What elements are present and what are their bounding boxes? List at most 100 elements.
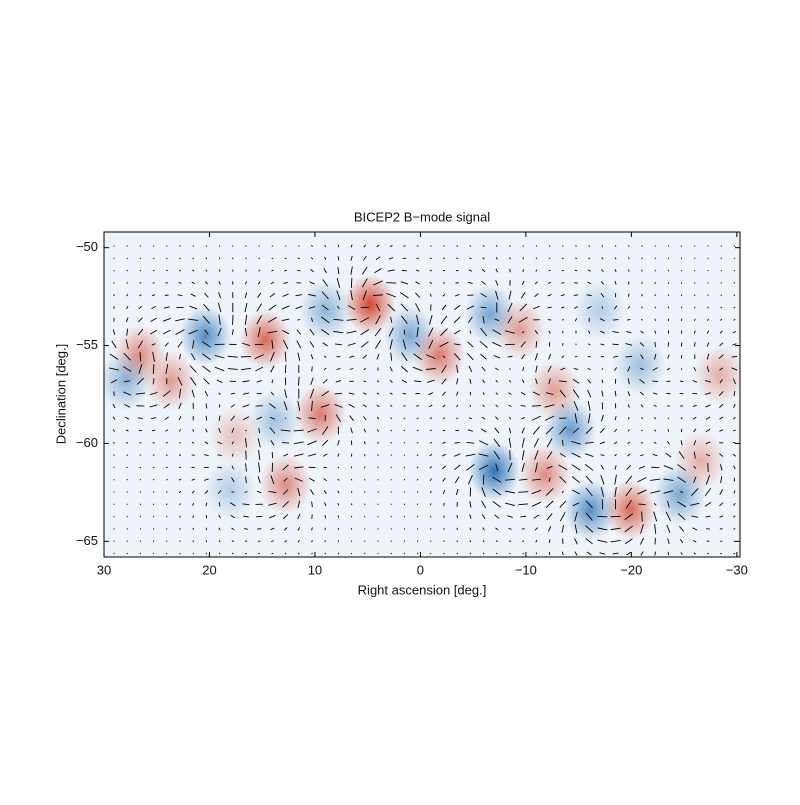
polarization-vector (285, 418, 286, 419)
polarization-vector (127, 258, 128, 259)
polarization-vector (708, 258, 709, 259)
polarization-vector (153, 516, 154, 517)
polarization-vector (231, 492, 234, 493)
polarization-vector (548, 320, 552, 321)
polarization-vector (417, 418, 419, 419)
polarization-vector (733, 529, 735, 530)
polarization-vector (613, 320, 618, 321)
polarization-vector (443, 430, 446, 431)
signal-blob (574, 280, 626, 340)
polarization-vector (431, 503, 432, 505)
polarization-vector (219, 416, 220, 421)
polarization-vector (444, 503, 445, 506)
polarization-vector (312, 553, 313, 554)
polarization-vector (153, 479, 154, 480)
polarization-vector (114, 467, 115, 468)
polarization-vector (127, 467, 128, 468)
polarization-vector (732, 356, 737, 357)
polarization-vector (721, 258, 722, 259)
polarization-vector (404, 479, 405, 480)
polarization-vector (325, 245, 326, 247)
x-tick-label: 10 (308, 562, 322, 577)
signal-blob (239, 310, 291, 370)
polarization-vector (721, 282, 722, 283)
polarization-vector (523, 553, 524, 554)
polarization-vector (667, 406, 670, 407)
polarization-vector (193, 246, 194, 247)
polarization-vector (404, 491, 405, 492)
polarization-vector (601, 455, 605, 456)
polarization-vector (510, 257, 511, 259)
polarization-vector (127, 504, 128, 505)
chart-title: BICEP2 B−mode signal (354, 209, 490, 224)
y-tick-label: −50 (76, 239, 98, 254)
x-tick-label: 30 (97, 562, 111, 577)
polarization-vector (559, 418, 566, 419)
polarization-vector (549, 258, 550, 259)
polarization-vector (391, 442, 392, 443)
y-tick-label: −65 (76, 533, 98, 548)
polarization-vector (219, 245, 220, 246)
polarization-vector (417, 442, 418, 443)
polarization-vector (681, 342, 682, 346)
polarization-vector (206, 528, 207, 530)
signal-blob (209, 406, 261, 466)
signal-blob (99, 351, 151, 411)
y-axis-label: Declination [deg.] (53, 344, 68, 444)
polarization-vector (404, 504, 405, 505)
polarization-vector (140, 270, 141, 271)
polarization-vector (114, 528, 115, 529)
signal-blob (494, 300, 546, 360)
polarization-vector (708, 282, 709, 283)
polarization-vector (680, 381, 683, 382)
polarization-vector (179, 246, 180, 247)
signal-blob (674, 431, 726, 491)
polarization-vector (140, 492, 141, 493)
polarization-vector (256, 516, 262, 517)
polarization-vector (219, 258, 220, 259)
polarization-vector (522, 529, 525, 530)
polarization-vector (561, 283, 564, 284)
polarization-vector (734, 258, 735, 259)
polarization-vector (193, 429, 194, 431)
x-tick-label: 20 (202, 562, 216, 577)
signal-blob (179, 306, 231, 366)
polarization-vector (364, 491, 365, 492)
signal-blob (614, 335, 666, 395)
x-tick-label: −30 (726, 562, 748, 577)
polarization-vector (536, 258, 537, 259)
polarization-vector (521, 406, 526, 407)
polarization-vector (532, 406, 541, 407)
polarization-vector (297, 270, 300, 271)
polarization-vector (470, 553, 471, 554)
polarization-vector (219, 404, 220, 407)
polarization-vector (114, 391, 115, 395)
polarization-vector (312, 366, 313, 371)
polarization-vector (483, 475, 484, 485)
polarization-vector (456, 246, 457, 247)
signal-blob (205, 460, 257, 520)
polarization-vector (206, 540, 207, 542)
polarization-vector (140, 516, 141, 517)
polarization-vector (655, 319, 656, 321)
polarization-vector (140, 504, 141, 505)
signal-blob (694, 345, 746, 405)
polarization-vector (734, 246, 735, 247)
signal-blob (294, 384, 346, 444)
polarization-vector (510, 245, 511, 246)
polarization-vector (734, 270, 735, 271)
polarization-vector (127, 492, 128, 493)
polarization-vector (629, 245, 630, 246)
polarization-vector (114, 270, 115, 271)
polarization-vector (668, 552, 669, 555)
signal-blob (604, 480, 656, 540)
polarization-vector (575, 258, 577, 259)
polarization-vector (417, 504, 418, 505)
polarization-vector (721, 270, 722, 271)
polarization-vector (509, 541, 511, 542)
x-axis-label: Right ascension [deg.] (358, 582, 487, 597)
polarization-vector (272, 258, 274, 259)
polarization-vector (523, 269, 524, 272)
polarization-vector (335, 393, 342, 394)
